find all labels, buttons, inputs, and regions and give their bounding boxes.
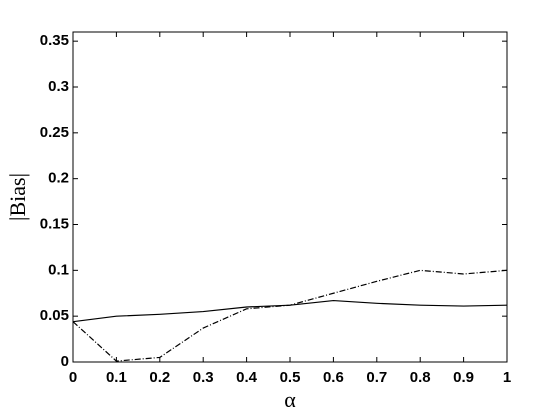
x-axis-label: α (284, 387, 296, 412)
x-tick-label: 0.7 (366, 369, 387, 386)
x-tick-label: 0.8 (410, 369, 431, 386)
x-tick-label: 1 (503, 369, 511, 386)
x-tick-label: 0.9 (453, 369, 474, 386)
y-axis-label: |Bias| (5, 173, 30, 221)
x-tick-label: 0 (69, 369, 77, 386)
y-tick-label: 0.3 (48, 78, 69, 95)
x-tick-label: 0.2 (149, 369, 170, 386)
data-line (72, 299, 508, 323)
x-tick-label: 0.3 (193, 369, 214, 386)
x-tick-label: 0.1 (106, 369, 127, 386)
y-tick-label: 0.2 (48, 170, 69, 187)
x-tick-label: 0.5 (280, 369, 301, 386)
plot-frame (72, 31, 508, 363)
y-tick-label: 0.25 (40, 124, 69, 141)
y-tick-label: 0 (61, 353, 69, 370)
x-tick-label: 0.4 (236, 369, 258, 386)
y-tick-label: 0.1 (48, 261, 69, 278)
x-tick-label: 0.6 (323, 369, 344, 386)
y-tick-label: 0.35 (40, 32, 69, 49)
y-tick-label: 0.05 (40, 307, 69, 324)
y-tick-label: 0.15 (40, 215, 69, 232)
data-line (72, 269, 508, 362)
